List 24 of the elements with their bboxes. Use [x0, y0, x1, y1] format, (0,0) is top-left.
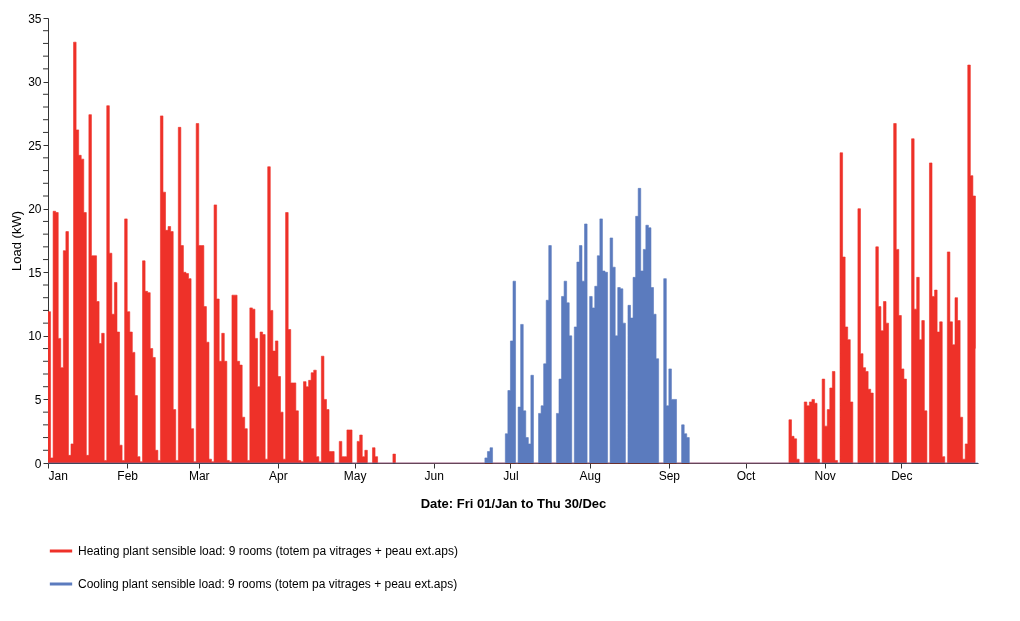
x-tick-label: Aug: [579, 468, 601, 483]
x-axis-title: Date: Fri 01/Jan to Thu 30/Dec: [420, 495, 607, 511]
y-tick-label: 5: [34, 392, 42, 407]
x-tick-label: Jul: [503, 468, 519, 483]
x-tick-label: Jun: [424, 468, 444, 483]
y-tick-label: 20: [28, 202, 42, 217]
y-tick-label: 30: [28, 75, 42, 90]
x-tick-label: Jan: [48, 468, 68, 483]
y-tick-label: 10: [28, 329, 42, 344]
legend-label: Cooling plant sensible load: 9 rooms (totem pa vitrages + peau ext.aps): [78, 577, 458, 591]
legend-label: Heating plant sensible load: 9 rooms (totem pa vitrages + peau ext.aps): [78, 544, 458, 558]
y-tick-label: 35: [28, 11, 42, 26]
x-tick-label: Apr: [269, 468, 288, 483]
y-axis-title: Load (kW): [9, 211, 25, 271]
y-tick-label: 25: [28, 138, 42, 153]
x-tick-label: Nov: [814, 468, 836, 483]
x-tick-label: Mar: [188, 468, 210, 483]
x-tick-label: May: [343, 468, 367, 483]
y-tick-label: 15: [28, 265, 42, 280]
x-tick-label: Feb: [117, 468, 139, 483]
x-tick-label: Sep: [658, 468, 681, 483]
x-tick-label: Oct: [736, 468, 756, 483]
y-tick-label: 0: [34, 456, 42, 471]
x-tick-label: Dec: [891, 468, 913, 483]
